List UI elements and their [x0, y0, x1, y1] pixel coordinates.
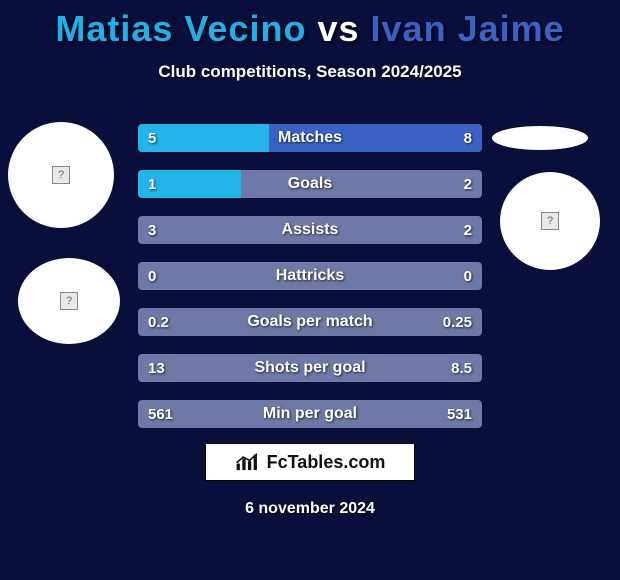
stat-row: 0Hattricks0 [138, 262, 482, 290]
date-label: 6 november 2024 [0, 500, 620, 518]
subtitle: Club competitions, Season 2024/2025 [0, 62, 620, 82]
stat-metric-label: Min per goal [138, 400, 482, 428]
stat-value-right: 2 [464, 170, 472, 198]
source-text: FcTables.com [267, 452, 386, 473]
stat-metric-label: Goals [138, 170, 482, 198]
decorative-ellipse [492, 126, 588, 150]
stat-metric-label: Shots per goal [138, 354, 482, 382]
player-b-name: Ivan Jaime [371, 8, 565, 49]
stat-row: 0.2Goals per match0.25 [138, 308, 482, 336]
stat-metric-label: Matches [138, 124, 482, 152]
stat-value-right: 0 [464, 262, 472, 290]
stat-metric-label: Assists [138, 216, 482, 244]
player-b-photo-placeholder: ? [500, 172, 600, 270]
player-a-photo-placeholder: ? [8, 122, 114, 228]
chart-icon [235, 452, 261, 472]
player-a-name: Matias Vecino [55, 8, 306, 49]
stat-value-right: 531 [447, 400, 472, 428]
stat-value-right: 8.5 [451, 354, 472, 382]
player-a-club-placeholder: ? [18, 258, 120, 344]
stat-metric-label: Goals per match [138, 308, 482, 336]
stat-value-right: 8 [464, 124, 472, 152]
vs-label: vs [317, 8, 359, 49]
stat-value-right: 0.25 [443, 308, 472, 336]
stat-row: 13Shots per goal8.5 [138, 354, 482, 382]
stat-row: 1Goals2 [138, 170, 482, 198]
stat-row: 561Min per goal531 [138, 400, 482, 428]
stat-value-right: 2 [464, 216, 472, 244]
stat-row: 3Assists2 [138, 216, 482, 244]
source-badge: FcTables.com [205, 443, 415, 481]
stat-row: 5Matches8 [138, 124, 482, 152]
stat-metric-label: Hattricks [138, 262, 482, 290]
comparison-title: Matias Vecino vs Ivan Jaime [0, 0, 620, 50]
stat-rows: 5Matches8 1Goals2 3Assists2 0Hattricks0 0.2G… [138, 124, 482, 446]
